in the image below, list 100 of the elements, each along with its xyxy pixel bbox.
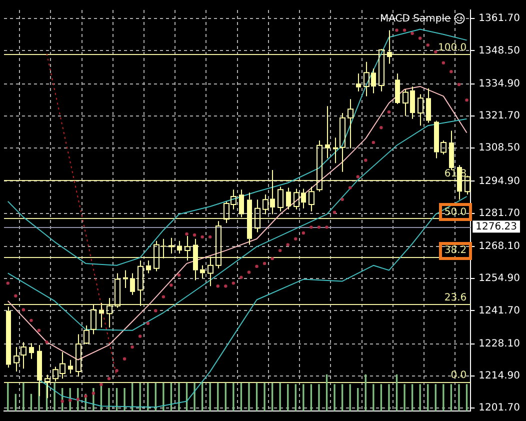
point [6,282,10,285]
point [434,50,438,54]
candlestick [387,30,392,64]
candlestick [177,240,182,254]
candlestick [90,304,96,335]
point [395,28,398,32]
candlestick [138,260,144,306]
candlestick [348,98,354,149]
point [387,110,391,114]
point [310,226,313,229]
point [457,82,461,86]
point [154,309,158,312]
point [138,334,142,338]
candlestick [426,88,431,124]
candlestick [193,238,198,281]
point [100,382,103,386]
point [356,175,360,178]
y-tick-label: 1334.90 [478,78,520,90]
annotation: 38.2 [444,245,467,256]
y-tick-label: 1214.90 [478,370,520,382]
candlestick [395,73,400,104]
y-tick-label: 1241.70 [478,305,520,316]
y-tick-label: 1268.10 [478,241,520,252]
candlestick [68,359,73,374]
candlestick [44,374,50,399]
y-tick-label: 1308.50 [478,142,520,154]
candlestick [168,237,174,254]
annotation: 50.0 [444,206,467,218]
point [450,70,453,74]
point [232,282,236,285]
point [340,198,344,202]
y-tick-label: 1281.70 [478,208,520,219]
point [317,226,321,229]
point [115,368,118,372]
candlestick [106,298,112,328]
point [146,322,150,325]
point [442,61,446,64]
point [162,295,166,298]
candlestick [308,186,314,212]
point [348,186,352,190]
candlestick [6,306,11,368]
point [286,243,290,246]
point [208,235,212,239]
point [92,392,96,395]
point [255,264,258,268]
point [302,231,306,235]
candlestick [76,334,82,378]
candlestick [14,346,20,372]
candlestick [208,256,214,287]
point [130,345,134,349]
point [60,400,64,403]
point [380,126,383,130]
annotation: 100.0 [438,42,467,54]
point [224,284,228,288]
point [426,43,430,47]
candlestick [247,192,252,246]
candlestick [200,264,205,279]
candlestick [146,260,151,274]
y-tick-label: 1321.70 [478,110,520,122]
point [294,237,298,240]
candlestick [418,94,424,126]
candlestick [37,344,42,397]
point [465,98,468,102]
point [84,394,88,398]
point [216,284,220,288]
annotation: 0.0 [450,370,467,382]
candlestick [449,130,454,170]
candlestick [239,189,244,218]
point [418,36,422,40]
point [270,256,274,260]
candlestick [99,302,104,328]
point [410,32,414,35]
point [262,262,266,266]
candlestick [254,199,260,233]
annotation: 23.6 [444,292,467,304]
candlestick [114,272,120,308]
candlestick [356,73,361,92]
y-tick-label: 1201.70 [478,402,520,414]
ref-line-label: 1276.23 [476,222,518,233]
point [22,308,26,312]
point [37,328,41,332]
point [278,248,282,252]
point [192,233,196,237]
point [402,28,406,32]
y-tick-label: 1361.70 [478,13,520,24]
chart-title: MACD Sample [380,14,451,25]
point [68,398,72,402]
point [14,294,18,298]
candlestick [286,187,291,210]
point [372,140,376,144]
point [185,232,188,236]
point [122,357,126,360]
candlestick [216,220,222,269]
point [364,158,368,162]
point [76,398,80,401]
candlestick [325,106,330,159]
point [30,318,33,322]
candlestick [29,342,34,360]
point [107,377,111,380]
y-tick-label: 1254.90 [478,273,520,284]
